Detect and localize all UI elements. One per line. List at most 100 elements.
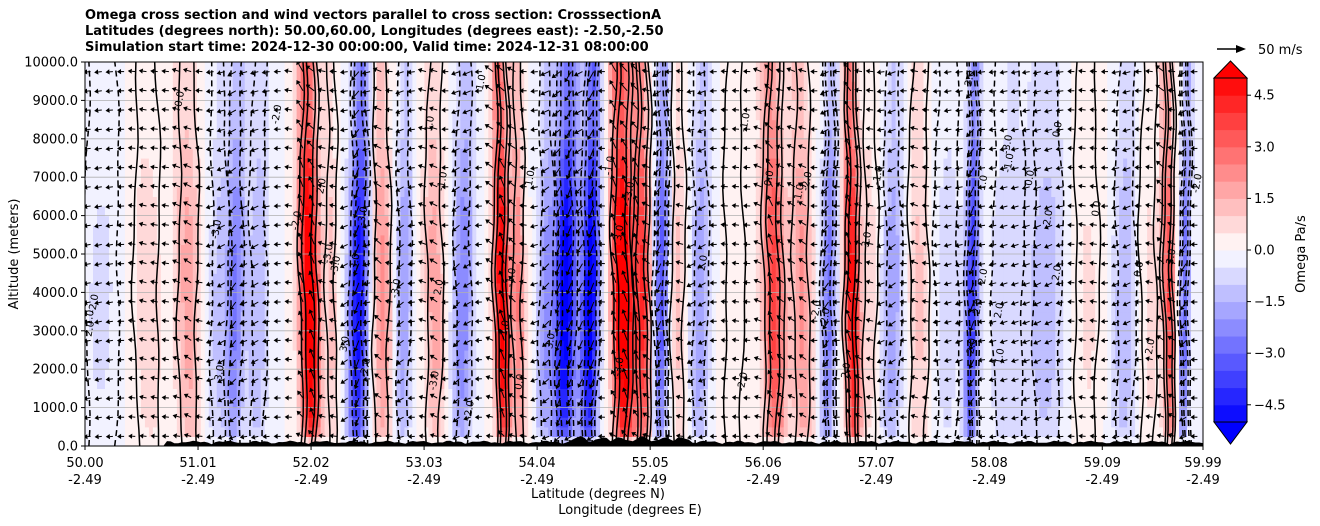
omega-cell <box>424 62 429 73</box>
omega-cell <box>484 167 489 178</box>
omega-cell <box>488 148 493 159</box>
omega-cell <box>264 110 270 121</box>
omega-cell <box>136 292 142 303</box>
omega-cell <box>360 158 366 169</box>
omega-cell <box>140 311 146 322</box>
omega-cell <box>216 148 222 159</box>
omega-cell <box>184 244 190 255</box>
omega-cell <box>156 282 162 293</box>
omega-cell <box>104 311 110 322</box>
omega-cell <box>260 330 266 341</box>
omega-cell <box>284 417 290 428</box>
omega-cell <box>180 378 186 389</box>
omega-cell <box>264 62 270 73</box>
omega-cell <box>348 302 354 313</box>
omega-cell <box>436 359 441 370</box>
omega-cell <box>268 234 274 245</box>
omega-cell <box>308 378 314 389</box>
omega-cell <box>376 225 382 236</box>
omega-cell <box>224 263 230 274</box>
omega-cell <box>272 225 278 236</box>
omega-cell <box>136 398 142 409</box>
omega-cell <box>384 350 390 361</box>
omega-cell <box>292 148 298 159</box>
omega-cell <box>528 215 533 226</box>
omega-cell <box>180 225 186 236</box>
omega-cell <box>404 282 410 293</box>
omega-cell <box>284 206 290 217</box>
omega-cell <box>120 321 126 332</box>
omega-cell <box>252 110 258 121</box>
omega-cell <box>164 110 170 121</box>
omega-cell <box>132 225 138 236</box>
omega-cell <box>148 100 154 111</box>
omega-cell <box>412 350 417 361</box>
omega-cell <box>256 426 262 437</box>
omega-cell <box>248 225 254 236</box>
omega-cell <box>112 273 118 284</box>
omega-cell <box>108 196 114 207</box>
omega-cell <box>416 244 421 255</box>
omega-cell <box>356 129 362 140</box>
omega-cell <box>232 398 238 409</box>
omega-cell <box>88 426 94 437</box>
omega-cell <box>92 81 98 92</box>
omega-cell <box>536 407 541 418</box>
omega-cell <box>216 340 222 351</box>
omega-cell <box>188 62 194 73</box>
omega-cell <box>456 215 461 226</box>
omega-cell <box>308 398 314 409</box>
omega-cell <box>100 119 106 130</box>
omega-cell <box>288 292 294 303</box>
omega-cell <box>304 129 310 140</box>
omega-cell <box>300 426 306 437</box>
omega-cell <box>236 100 242 111</box>
omega-cell <box>260 282 266 293</box>
omega-cell <box>272 426 278 437</box>
omega-cell <box>112 321 118 332</box>
omega-cell <box>508 225 513 236</box>
omega-cell <box>288 186 294 197</box>
omega-cell <box>540 100 545 111</box>
omega-cell <box>256 62 262 73</box>
omega-cell <box>256 378 262 389</box>
omega-cell <box>328 110 334 121</box>
omega-cell <box>464 388 469 399</box>
omega-cell <box>164 167 170 178</box>
omega-cell <box>100 254 106 265</box>
omega-cell <box>204 436 210 446</box>
omega-cell <box>548 215 553 226</box>
omega-cell <box>380 100 386 111</box>
omega-cell <box>456 138 461 149</box>
omega-cell <box>360 100 366 111</box>
omega-cell <box>276 62 282 73</box>
omega-cell <box>376 282 382 293</box>
omega-cell <box>368 369 374 380</box>
omega-cell <box>284 215 290 226</box>
omega-cell <box>100 407 106 418</box>
omega-cell <box>200 129 206 140</box>
omega-cell <box>460 350 465 361</box>
omega-cell <box>116 321 122 332</box>
omega-cell <box>216 225 222 236</box>
omega-cell <box>320 273 326 284</box>
omega-cell <box>412 311 417 322</box>
omega-cell <box>292 282 298 293</box>
omega-cell <box>284 167 290 178</box>
omega-cell <box>300 282 306 293</box>
omega-cell <box>128 426 134 437</box>
omega-cell <box>236 369 242 380</box>
omega-cell <box>332 90 338 101</box>
omega-cell <box>236 234 242 245</box>
omega-cell <box>104 359 110 370</box>
omega-cell <box>412 225 417 236</box>
omega-cell <box>100 206 106 217</box>
omega-cell <box>480 311 485 322</box>
omega-cell <box>432 359 437 370</box>
omega-cell <box>376 158 382 169</box>
omega-cell <box>404 311 410 322</box>
omega-cell <box>464 62 469 73</box>
omega-cell <box>448 215 453 226</box>
omega-cell <box>304 350 310 361</box>
omega-cell <box>192 417 198 428</box>
